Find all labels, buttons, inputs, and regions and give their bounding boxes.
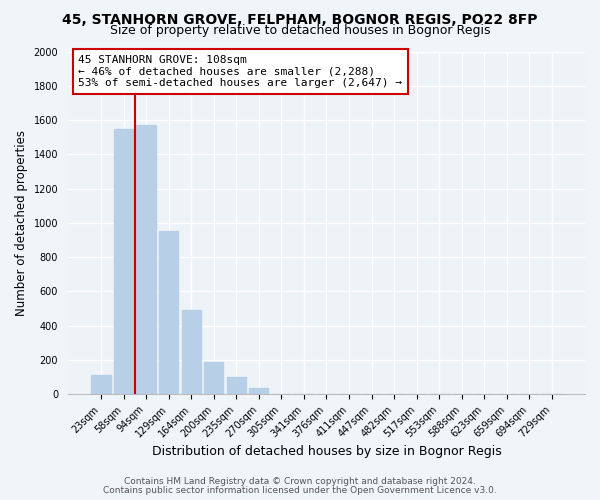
Bar: [227, 377, 246, 394]
Text: Contains HM Land Registry data © Crown copyright and database right 2024.: Contains HM Land Registry data © Crown c…: [124, 477, 476, 486]
Bar: [114, 130, 133, 394]
Bar: [159, 232, 178, 394]
Bar: [204, 362, 223, 394]
Text: Size of property relative to detached houses in Bognor Regis: Size of property relative to detached ho…: [110, 24, 490, 37]
Bar: [91, 375, 110, 394]
Bar: [182, 310, 201, 394]
Y-axis label: Number of detached properties: Number of detached properties: [15, 130, 28, 316]
X-axis label: Distribution of detached houses by size in Bognor Regis: Distribution of detached houses by size …: [152, 444, 502, 458]
Text: 45, STANHORN GROVE, FELPHAM, BOGNOR REGIS, PO22 8FP: 45, STANHORN GROVE, FELPHAM, BOGNOR REGI…: [62, 12, 538, 26]
Bar: [249, 388, 268, 394]
Text: Contains public sector information licensed under the Open Government Licence v3: Contains public sector information licen…: [103, 486, 497, 495]
Bar: [136, 125, 155, 394]
Text: 45 STANHORN GROVE: 108sqm
← 46% of detached houses are smaller (2,288)
53% of se: 45 STANHORN GROVE: 108sqm ← 46% of detac…: [78, 55, 402, 88]
